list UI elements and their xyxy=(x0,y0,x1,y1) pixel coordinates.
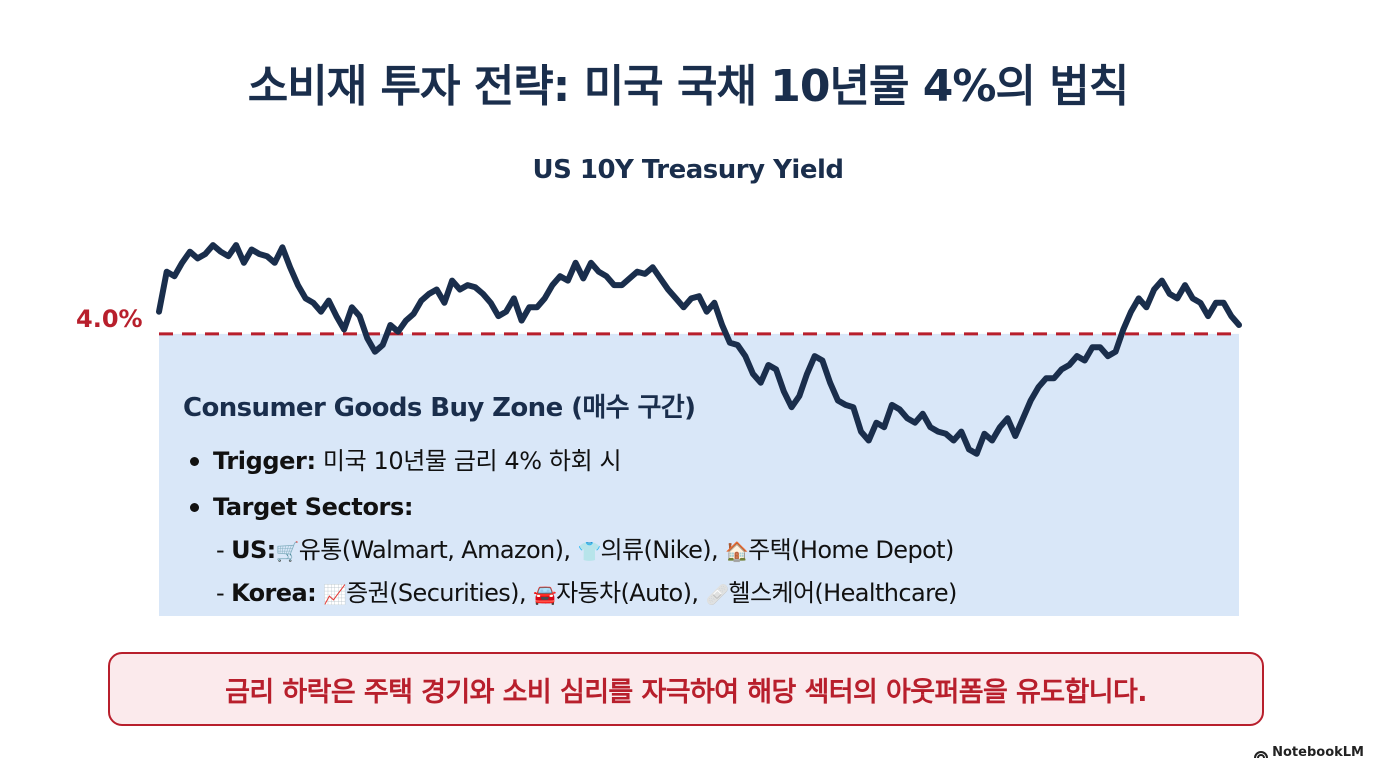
korea-sector-auto: 자동차(Auto), xyxy=(556,579,706,607)
buy-zone-area xyxy=(159,333,1239,616)
trigger-label: Trigger: xyxy=(213,447,316,475)
us-prefix: - xyxy=(216,536,232,564)
korea-sector-securities: 증권(Securities), xyxy=(346,579,534,607)
threshold-label: 4.0% xyxy=(76,305,143,333)
trigger-text: 미국 10년물 금리 4% 하회 시 xyxy=(315,447,622,475)
us-sectors-line: - US:🛒유통(Walmart, Amazon), 👕의류(Nike), 🏠주… xyxy=(183,530,1223,573)
us-sector-retail: 유통(Walmart, Amazon), xyxy=(298,536,578,564)
us-sector-housing: 주택(Home Depot) xyxy=(748,536,954,564)
chart-increasing-icon: 📈 xyxy=(323,584,347,606)
yield-series-line xyxy=(156,242,1242,457)
trigger-item: Trigger: 미국 10년물 금리 4% 하회 시 xyxy=(183,438,1223,484)
korea-sector-healthcare: 헬스케어(Healthcare) xyxy=(728,579,958,607)
target-sectors-item: Target Sectors: xyxy=(183,484,1223,530)
medical-kit-icon: 🩹 xyxy=(705,584,729,606)
shopping-cart-icon: 🛒 xyxy=(275,541,300,563)
notebooklm-logo-icon xyxy=(1254,750,1269,758)
brand-name: NotebookLM xyxy=(1272,745,1364,760)
house-icon: 🏠 xyxy=(725,541,749,563)
brand-badge: NotebookLM xyxy=(1254,745,1364,760)
us-label: US: xyxy=(231,536,276,564)
korea-sectors-line: - Korea: 📈증권(Securities), 🚘자동차(Auto), 🩹헬… xyxy=(183,573,1223,616)
buy-zone-panel: Consumer Goods Buy Zone (매수 구간) Trigger:… xyxy=(183,387,1223,616)
callout-box: 금리 하락은 주택 경기와 소비 심리를 자극하여 해당 섹터의 아웃퍼폼을 유… xyxy=(108,652,1264,726)
tshirt-icon: 👕 xyxy=(577,541,601,563)
us-sector-apparel: 의류(Nike), xyxy=(600,536,726,564)
korea-label: Korea: xyxy=(231,579,317,607)
buy-zone-title: Consumer Goods Buy Zone (매수 구간) xyxy=(183,393,696,423)
chart-title: US 10Y Treasury Yield xyxy=(532,155,844,185)
korea-prefix: - xyxy=(216,579,232,607)
target-sectors-label: Target Sectors: xyxy=(213,493,414,521)
page-title: 소비재 투자 전략: 미국 국채 10년물 4%의 법칙 xyxy=(247,61,1129,112)
car-icon: 🚘 xyxy=(533,584,557,606)
